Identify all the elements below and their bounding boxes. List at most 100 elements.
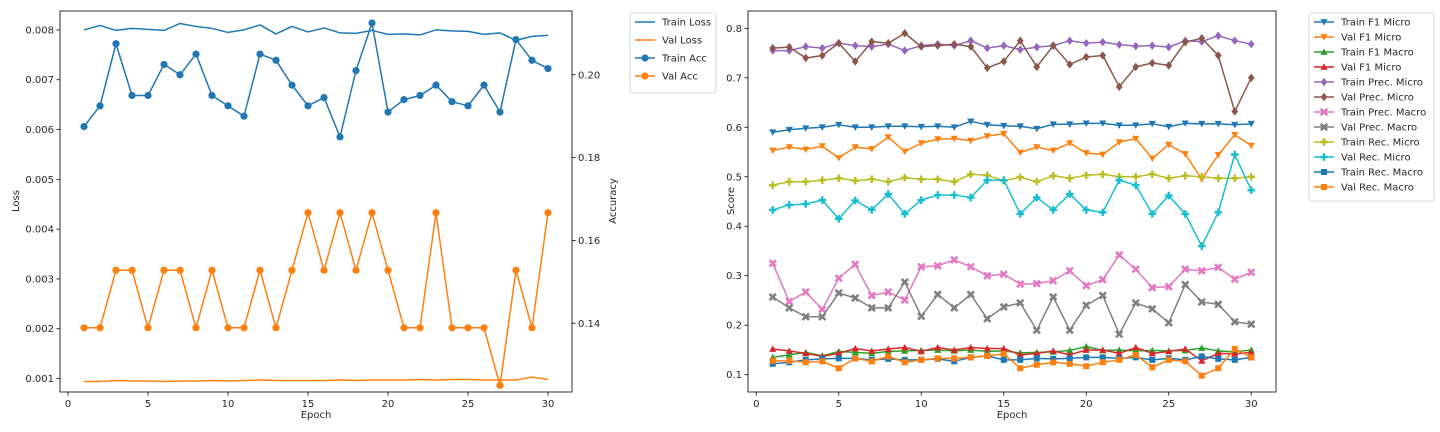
c1-right-y-tick-label-0-16: 0.16 [578, 236, 600, 247]
c2-point-val-f1-micro-9 [901, 148, 909, 156]
c2-y-tick-label-0-4: 0.4 [726, 222, 742, 233]
c2-point-val-prec-micro-27 [1198, 34, 1206, 43]
c2-legend-label-train-prec-macro: Train Prec. Macro [1340, 108, 1426, 119]
c2-point-val-f1-micro-24 [1148, 349, 1156, 357]
c2-point-train-rec-micro-13 [966, 170, 975, 179]
c2-point-train-f1-micro-6 [851, 124, 859, 131]
c2-point-train-f1-micro-14 [983, 121, 991, 129]
c1-series-0-train-loss [83, 22, 549, 42]
c2-point-val-prec-macro-24 [1148, 304, 1157, 313]
c2-point-train-rec-micro-18-stroke [1049, 171, 1058, 180]
c2-point-train-prec-macro-22-stroke [1115, 250, 1124, 260]
c2-point-val-f1-micro-24 [1148, 155, 1156, 163]
c1-point-train-acc-16 [320, 93, 328, 102]
c2-point-train-rec-micro-25 [1164, 174, 1173, 183]
c2-point-train-rec-micro-29-stroke [1230, 174, 1239, 183]
c2-point-val-f1-micro-25 [1165, 347, 1173, 355]
c2-point-val-prec-macro-21-stroke [1098, 291, 1107, 300]
c1-point-val-acc-21 [400, 324, 408, 332]
c2-point-train-f1-micro-28 [1214, 120, 1222, 128]
c2-point-val-rec-micro-20-stroke [1082, 206, 1091, 214]
c2-point-train-prec-macro-18-stroke [1049, 276, 1058, 285]
c2-point-train-prec-macro-17 [1032, 279, 1041, 288]
c2-point-train-prec-macro-19-stroke [1065, 266, 1074, 275]
c2-legend-label-train-f1-micro: Train F1 Micro [1340, 18, 1410, 29]
c2-point-val-rec-macro-12 [951, 355, 958, 362]
c1-point-val-acc-20 [384, 266, 392, 274]
c2-point-val-f1-micro-21 [1099, 151, 1107, 159]
c2-point-val-f1-micro-22 [1115, 139, 1123, 146]
c2-point-val-prec-macro-10-stroke [917, 312, 926, 321]
c1-legend-entry-2-train-acc: Train Acc [635, 54, 707, 65]
c2-point-train-prec-macro-16-stroke [1016, 280, 1025, 289]
c2-legend-entry-0-train-f1-micro: Train F1 Micro [1314, 18, 1410, 29]
c2-point-val-prec-macro-20 [1082, 301, 1091, 310]
c2-point-train-rec-micro-4 [818, 176, 827, 185]
c2-point-val-rec-macro-17 [1033, 361, 1040, 368]
c2-point-val-rec-micro-26-stroke [1181, 210, 1190, 218]
c2-point-train-prec-macro-24 [1148, 283, 1157, 292]
c2-point-train-prec-micro-22 [1115, 40, 1123, 49]
c2-point-train-rec-micro-12 [950, 177, 959, 186]
c2-point-train-rec-macro-21 [1099, 354, 1106, 361]
chart2-x-ticks: 0 5 10 15 20 25 30 [753, 392, 1258, 410]
c2-point-val-rec-micro-18-stroke [1049, 206, 1058, 214]
c2-point-train-f1-micro-15 [1000, 122, 1008, 130]
c1-point-train-acc-11 [240, 112, 248, 120]
c2-point-val-prec-macro-27 [1197, 297, 1206, 307]
c2-point-val-rec-micro-28-stroke [1214, 208, 1223, 217]
c2-point-val-f1-micro-28 [1214, 349, 1222, 357]
c2-point-val-rec-micro-9 [900, 210, 909, 218]
c2-legend-entry-8-train-rec-micro: Train Rec. Micro [1314, 138, 1420, 149]
c2-legend-entry-3-val-f1-micro: Val F1 Micro [1314, 63, 1401, 74]
c1-point-train-acc-14 [288, 81, 296, 89]
c2-point-val-prec-macro-16 [1016, 298, 1025, 308]
chart1-legend: Train Loss Val Loss Train Acc Val Acc [629, 12, 717, 94]
c2-point-val-prec-micro-25 [1165, 61, 1173, 70]
c2-line-train-prec-micro [772, 34, 1252, 52]
c2-legend-marker-train-prec-macro [1319, 107, 1329, 117]
c2-point-train-rec-micro-24 [1148, 170, 1157, 179]
c2-point-val-f1-micro-23 [1132, 135, 1140, 143]
c1-x-tick-label-25: 25 [462, 399, 475, 410]
c2-point-train-rec-micro-26 [1181, 171, 1190, 180]
c2-point-train-rec-micro-3-stroke [801, 177, 810, 186]
c2-point-val-f1-micro-13 [967, 137, 975, 145]
c1-left-y-tick-label-0-008: 0.008 [25, 25, 54, 36]
c2-point-val-prec-micro-15 [1000, 57, 1008, 66]
c2-point-val-prec-micro-23 [1132, 62, 1140, 72]
c2-point-val-prec-macro-25 [1164, 318, 1173, 327]
chart2-legend: Train F1 Micro Val F1 Micro Train F1 Macro… [1308, 12, 1435, 202]
c1-point-val-acc-22 [416, 324, 424, 332]
c2-point-val-f1-micro-7 [868, 146, 876, 153]
c2-point-train-rec-micro-29 [1230, 174, 1239, 183]
c2-point-val-prec-macro-28 [1214, 300, 1223, 309]
c2-point-val-rec-micro-16 [1016, 210, 1025, 218]
c2-point-val-prec-macro-4-stroke [818, 312, 827, 321]
c2-point-train-prec-macro-21 [1098, 275, 1107, 284]
c2-legend-label-val-rec-micro: Val Rec. Micro [1341, 153, 1411, 164]
c2-point-val-prec-macro-19 [1065, 326, 1074, 335]
c2-point-val-prec-micro-5 [835, 38, 843, 48]
c2-point-val-rec-micro-10-stroke [917, 196, 926, 204]
c2-point-val-rec-macro-23 [1132, 351, 1139, 358]
c2-point-train-f1-micro-26 [1181, 120, 1189, 127]
c2-legend-entry-5-val-prec-micro: Val Prec. Micro [1314, 93, 1414, 104]
c2-point-train-prec-macro-5-stroke [834, 274, 843, 283]
c2-point-val-f1-micro-25 [1165, 141, 1173, 149]
c1-point-train-acc-3 [112, 40, 120, 48]
c2-point-val-rec-micro-22 [1115, 176, 1124, 185]
c2-point-val-prec-micro-11 [934, 41, 942, 50]
c2-point-val-f1-micro-23 [1132, 343, 1140, 351]
c2-point-val-prec-macro-13-stroke [966, 290, 975, 299]
c1-x-tick-label-0: 0 [65, 399, 71, 410]
c2-point-val-rec-macro-29 [1231, 345, 1238, 352]
c1-point-train-acc-24 [448, 98, 456, 106]
c2-point-train-f1-micro-1 [769, 129, 777, 136]
c2-series-8-train-rec-micro [768, 170, 1256, 189]
c2-point-val-f1-micro-16 [1016, 149, 1024, 157]
c2-point-train-prec-macro-9 [900, 295, 909, 305]
c2-point-val-prec-macro-9-stroke [900, 278, 909, 287]
c1-line-val-acc [84, 211, 549, 387]
c2-line-val-prec-macro [772, 281, 1252, 335]
